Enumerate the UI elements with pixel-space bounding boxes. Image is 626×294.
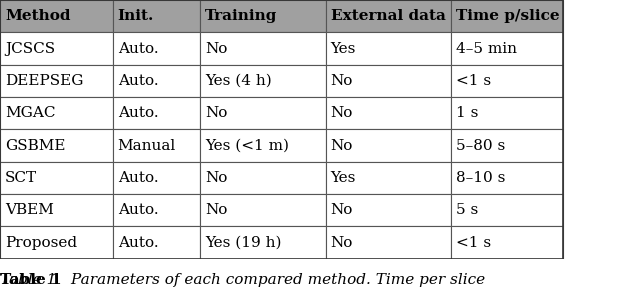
Bar	[0, 194, 113, 226]
Bar	[200, 97, 326, 129]
Text: VBEM: VBEM	[5, 203, 54, 217]
Text: No: No	[331, 235, 353, 250]
Text: JCSCS: JCSCS	[5, 41, 55, 56]
Bar	[326, 162, 451, 194]
Text: Table 1   Parameters of each compared method. Time per slice: Table 1 Parameters of each compared meth…	[0, 273, 485, 288]
Bar	[451, 97, 563, 129]
Text: 4–5 min: 4–5 min	[456, 41, 516, 56]
Bar	[200, 194, 326, 226]
Bar	[113, 97, 200, 129]
Bar	[0, 162, 113, 194]
Text: Proposed: Proposed	[5, 235, 77, 250]
Bar	[0, 32, 113, 65]
Bar	[200, 226, 326, 259]
Text: Table 1: Table 1	[0, 273, 61, 288]
Text: Yes (<1 m): Yes (<1 m)	[205, 138, 289, 153]
Bar	[0, 97, 113, 129]
Bar	[113, 129, 200, 162]
Text: 8–10 s: 8–10 s	[456, 171, 505, 185]
Bar	[451, 32, 563, 65]
Text: Yes: Yes	[331, 41, 356, 56]
Bar	[113, 32, 200, 65]
Text: Training: Training	[205, 9, 278, 23]
Bar	[451, 0, 563, 32]
Text: <1 s: <1 s	[456, 74, 491, 88]
Text: Auto.: Auto.	[118, 74, 158, 88]
Bar	[451, 194, 563, 226]
Text: Time p/slice: Time p/slice	[456, 9, 560, 23]
Bar	[451, 65, 563, 97]
Bar	[326, 194, 451, 226]
Text: No: No	[205, 41, 228, 56]
Text: DEEPSEG: DEEPSEG	[5, 74, 83, 88]
Bar	[326, 0, 451, 32]
Bar	[113, 226, 200, 259]
Bar	[451, 226, 563, 259]
Bar	[200, 65, 326, 97]
Text: No: No	[205, 106, 228, 120]
Bar	[113, 162, 200, 194]
Text: Method: Method	[5, 9, 71, 23]
Text: No: No	[205, 171, 228, 185]
Text: Yes (19 h): Yes (19 h)	[205, 235, 282, 250]
Bar	[200, 0, 326, 32]
Bar	[326, 65, 451, 97]
Text: External data: External data	[331, 9, 446, 23]
Bar	[200, 129, 326, 162]
Bar	[200, 162, 326, 194]
Text: Auto.: Auto.	[118, 106, 158, 120]
Bar	[0, 0, 113, 32]
Text: Auto.: Auto.	[118, 235, 158, 250]
Text: No: No	[331, 203, 353, 217]
Bar	[326, 32, 451, 65]
Bar	[0, 226, 113, 259]
Text: Init.: Init.	[118, 9, 154, 23]
Bar	[326, 97, 451, 129]
Bar	[113, 0, 200, 32]
Text: GSBME: GSBME	[5, 138, 66, 153]
Text: 5–80 s: 5–80 s	[456, 138, 505, 153]
Text: Yes (4 h): Yes (4 h)	[205, 74, 272, 88]
Bar	[0, 129, 113, 162]
Text: <1 s: <1 s	[456, 235, 491, 250]
Bar	[0, 65, 113, 97]
Text: Auto.: Auto.	[118, 41, 158, 56]
Text: No: No	[205, 203, 228, 217]
Text: No: No	[331, 138, 353, 153]
Bar	[200, 32, 326, 65]
Text: 5 s: 5 s	[456, 203, 478, 217]
Bar	[451, 129, 563, 162]
Bar	[326, 226, 451, 259]
Text: MGAC: MGAC	[5, 106, 56, 120]
Text: SCT: SCT	[5, 171, 37, 185]
Text: 1 s: 1 s	[456, 106, 478, 120]
Bar	[113, 65, 200, 97]
Bar	[451, 162, 563, 194]
Text: Auto.: Auto.	[118, 171, 158, 185]
Text: Manual: Manual	[118, 138, 176, 153]
Text: Yes: Yes	[331, 171, 356, 185]
Text: No: No	[331, 74, 353, 88]
Text: Auto.: Auto.	[118, 203, 158, 217]
Text: No: No	[331, 106, 353, 120]
Bar	[113, 194, 200, 226]
Bar	[326, 129, 451, 162]
